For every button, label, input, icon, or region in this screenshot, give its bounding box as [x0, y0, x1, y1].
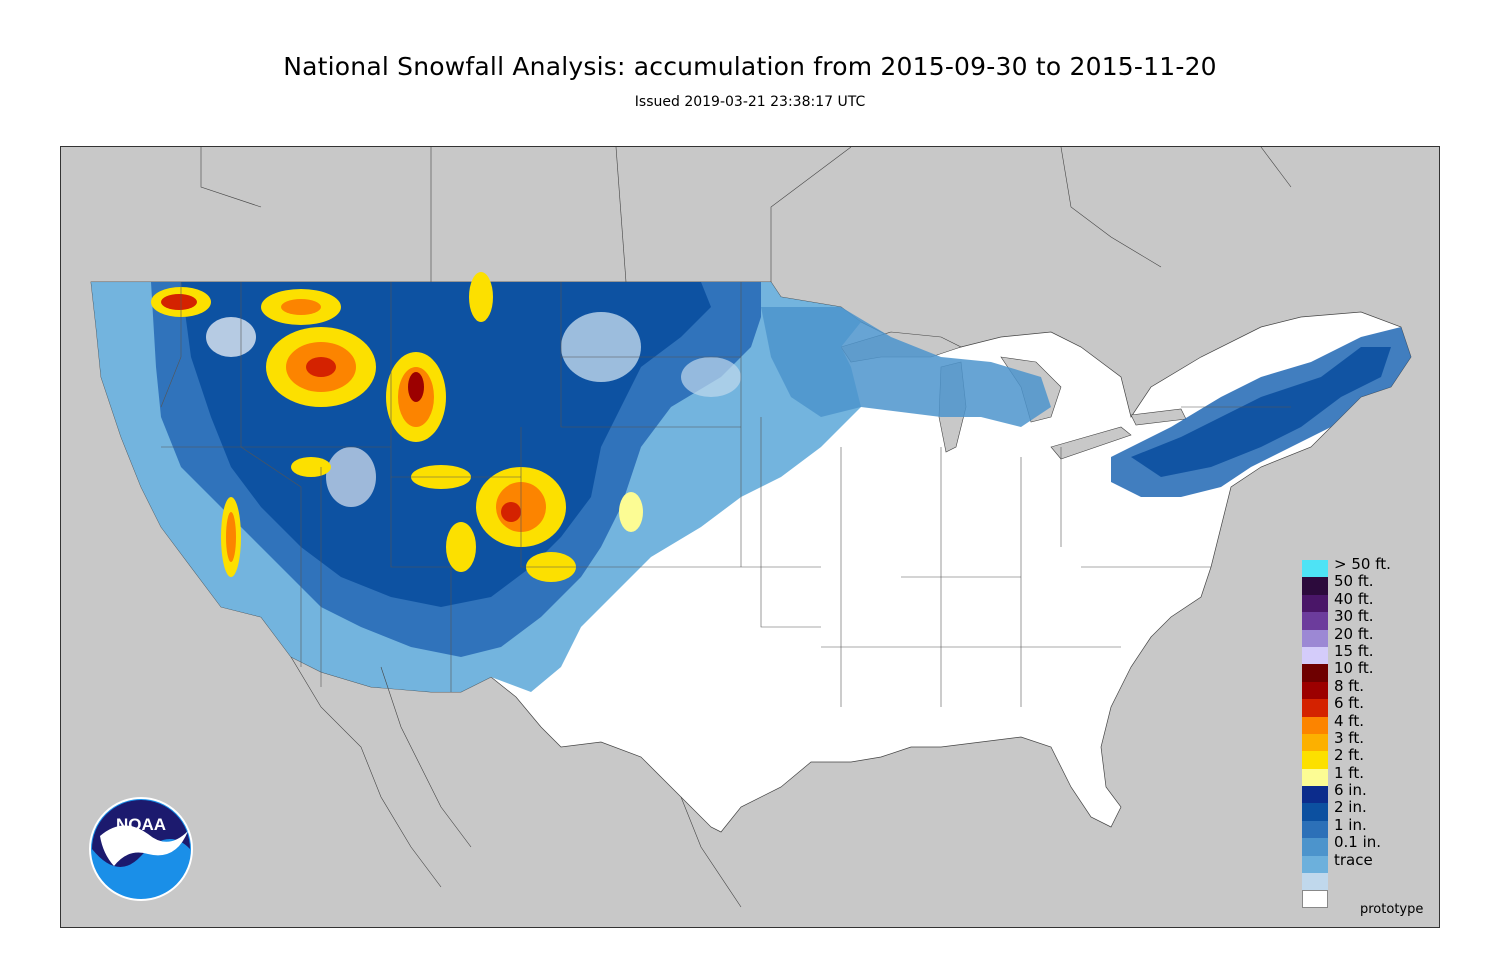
legend-swatch — [1302, 612, 1328, 630]
legend-swatch — [1302, 646, 1328, 665]
heavy-snow-rockies — [151, 272, 643, 582]
legend-swatch — [1302, 803, 1328, 821]
legend-swatch — [1302, 768, 1328, 787]
snow-gap — [326, 447, 376, 507]
legend-swatch — [1302, 733, 1328, 752]
legend-swatch — [1302, 716, 1328, 734]
snow-northeast-dark — [1131, 347, 1391, 477]
legend-swatch — [1302, 560, 1328, 578]
legend-swatch — [1302, 699, 1328, 717]
legend-label: 1 in. — [1334, 815, 1367, 834]
legend-label: 6 ft. — [1334, 694, 1364, 713]
legend-label: trace — [1334, 850, 1373, 869]
country-borders — [200, 147, 1292, 908]
legend-swatch — [1302, 786, 1328, 804]
legend-label: 2 in. — [1334, 798, 1367, 817]
legend-swatch — [1302, 577, 1328, 595]
legend-swatch — [1302, 594, 1328, 613]
legend-swatch — [1302, 681, 1328, 700]
legend-swatch — [1302, 890, 1328, 908]
legend-label: 4 ft. — [1334, 711, 1364, 730]
legend-label: 10 ft. — [1334, 659, 1374, 678]
snow-gap — [561, 312, 641, 382]
legend-label: 2 ft. — [1334, 746, 1364, 765]
legend-swatch — [1302, 838, 1328, 856]
legend-swatch — [1302, 873, 1328, 891]
legend-label: 1 ft. — [1334, 763, 1364, 782]
legend-label: 6 in. — [1334, 781, 1367, 800]
legend-label: 40 ft. — [1334, 589, 1374, 608]
snowfall-map — [60, 146, 1440, 928]
legend-label: 8 ft. — [1334, 676, 1364, 695]
legend-label: 0.1 in. — [1334, 833, 1382, 852]
prototype-note: prototype — [1360, 902, 1424, 917]
map-title: National Snowfall Analysis: accumulation… — [283, 52, 1217, 81]
legend-swatch — [1302, 664, 1328, 682]
snow-gap — [681, 357, 741, 397]
legend-label: 3 ft. — [1334, 728, 1364, 747]
issued-timestamp: Issued 2019-03-21 23:38:17 UTC — [634, 94, 866, 110]
state-borders — [160, 282, 1291, 707]
legend-label: > 50 ft. — [1334, 555, 1391, 573]
legend-swatch — [1302, 629, 1328, 647]
legend-swatch — [1302, 820, 1328, 839]
legend-label: 20 ft. — [1334, 624, 1374, 643]
snow-gap — [206, 317, 256, 357]
legend-label: 15 ft. — [1334, 641, 1374, 660]
map-svg — [90, 147, 1412, 908]
noaa-logo-text: NOAA — [116, 815, 166, 834]
snow-midwest — [761, 307, 1051, 427]
legend-label: 50 ft. — [1334, 572, 1374, 591]
legend-label: 30 ft. — [1334, 607, 1374, 626]
noaa-logo-icon: NOAA — [89, 797, 193, 901]
legend-swatch — [1302, 751, 1328, 769]
legend-swatch — [1302, 855, 1328, 874]
lake-erie — [1050, 426, 1132, 460]
